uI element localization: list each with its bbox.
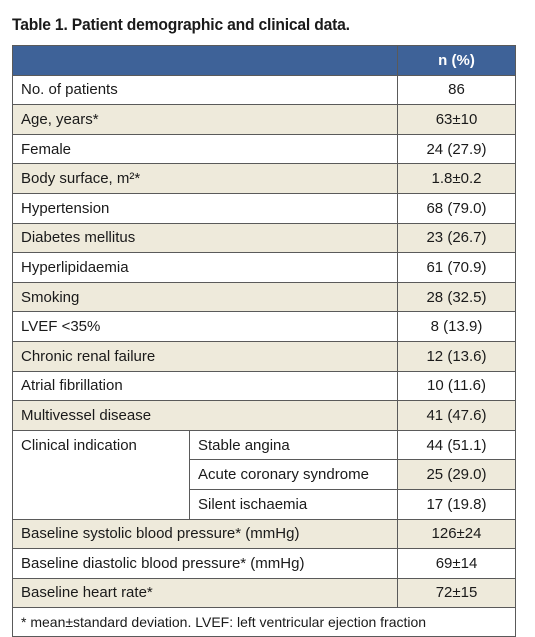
table-row: Hypertension 68 (79.0) — [12, 192, 516, 224]
row-label: Baseline diastolic blood pressure* (mmHg… — [12, 548, 398, 579]
row-value: 8 (13.9) — [397, 311, 516, 342]
row-label: Multivessel disease — [12, 400, 398, 431]
table-row: Hyperlipidaemia 61 (70.9) — [12, 252, 516, 283]
table-row: Baseline systolic blood pressure* (mmHg)… — [12, 518, 516, 550]
row-value: 61 (70.9) — [397, 252, 516, 283]
clinical-sub-value: 44 (51.1) — [397, 429, 516, 461]
row-label: Chronic renal failure — [12, 340, 398, 372]
table-row: Multivessel disease 41 (47.6) — [12, 400, 516, 431]
table-row: Atrial fibrillation 10 (11.6) — [12, 370, 516, 402]
clinical-row: Clinical indication Stable angina 44 (51… — [12, 429, 516, 520]
row-value: 72±15 — [397, 577, 516, 609]
row-label: Diabetes mellitus — [12, 222, 398, 254]
row-label: Body surface, m²* — [12, 163, 398, 194]
header-blank-cell — [12, 45, 398, 76]
table-row: LVEF <35% 8 (13.9) — [12, 311, 516, 342]
clinical-sub-label: Silent ischaemia — [189, 488, 398, 520]
row-value: 1.8±0.2 — [397, 163, 516, 194]
table-row: Chronic renal failure 12 (13.6) — [12, 340, 516, 372]
row-label: Baseline systolic blood pressure* (mmHg) — [12, 518, 398, 550]
row-value: 28 (32.5) — [397, 281, 516, 313]
row-value: 23 (26.7) — [397, 222, 516, 254]
row-value: 41 (47.6) — [397, 400, 516, 431]
table-title: Table 1. Patient demographic and clinica… — [12, 15, 350, 34]
table-footnote: * mean±standard deviation. LVEF: left ve… — [12, 607, 516, 637]
footnote-row: * mean±standard deviation. LVEF: left ve… — [12, 607, 516, 637]
row-label: Hypertension — [12, 192, 398, 224]
row-value: 69±14 — [397, 548, 516, 579]
row-label: Hyperlipidaemia — [12, 252, 398, 283]
clinical-indication-label: Clinical indication — [12, 429, 190, 520]
row-value: 12 (13.6) — [397, 340, 516, 372]
clinical-row: Acute coronary syndrome 25 (29.0) — [13, 459, 516, 490]
table-row: Baseline heart rate* 72±15 — [12, 577, 516, 609]
table-row: Diabetes mellitus 23 (26.7) — [12, 222, 516, 254]
row-label: Baseline heart rate* — [12, 577, 398, 609]
clinical-sub-label: Stable angina — [189, 429, 398, 461]
row-label: No. of patients — [12, 74, 398, 106]
row-value: 126±24 — [397, 518, 516, 550]
row-label: LVEF <35% — [12, 311, 398, 342]
row-value: 86 — [397, 74, 516, 106]
table-row: Baseline diastolic blood pressure* (mmHg… — [12, 548, 516, 579]
row-value: 63±10 — [397, 104, 516, 135]
row-label: Female — [12, 133, 398, 165]
row-value: 24 (27.9) — [397, 133, 516, 165]
patient-data-table: n (%) No. of patients 86 Age, years* 63±… — [12, 45, 516, 637]
row-value: 68 (79.0) — [397, 192, 516, 224]
table-row: No. of patients 86 — [12, 74, 516, 106]
clinical-sub-value: 25 (29.0) — [397, 459, 516, 490]
row-label: Age, years* — [12, 104, 398, 135]
row-label: Atrial fibrillation — [12, 370, 398, 402]
clinical-sub-label: Acute coronary syndrome — [189, 459, 398, 490]
clinical-sub-value: 17 (19.8) — [397, 488, 516, 520]
table-row: Body surface, m²* 1.8±0.2 — [12, 163, 516, 194]
table-row: Age, years* 63±10 — [12, 104, 516, 135]
table-row: Female 24 (27.9) — [12, 133, 516, 165]
row-value: 10 (11.6) — [397, 370, 516, 402]
row-label: Smoking — [12, 281, 398, 313]
table-row: Smoking 28 (32.5) — [12, 281, 516, 313]
table-header-row: n (%) — [12, 45, 516, 76]
header-value-cell: n (%) — [397, 45, 516, 76]
